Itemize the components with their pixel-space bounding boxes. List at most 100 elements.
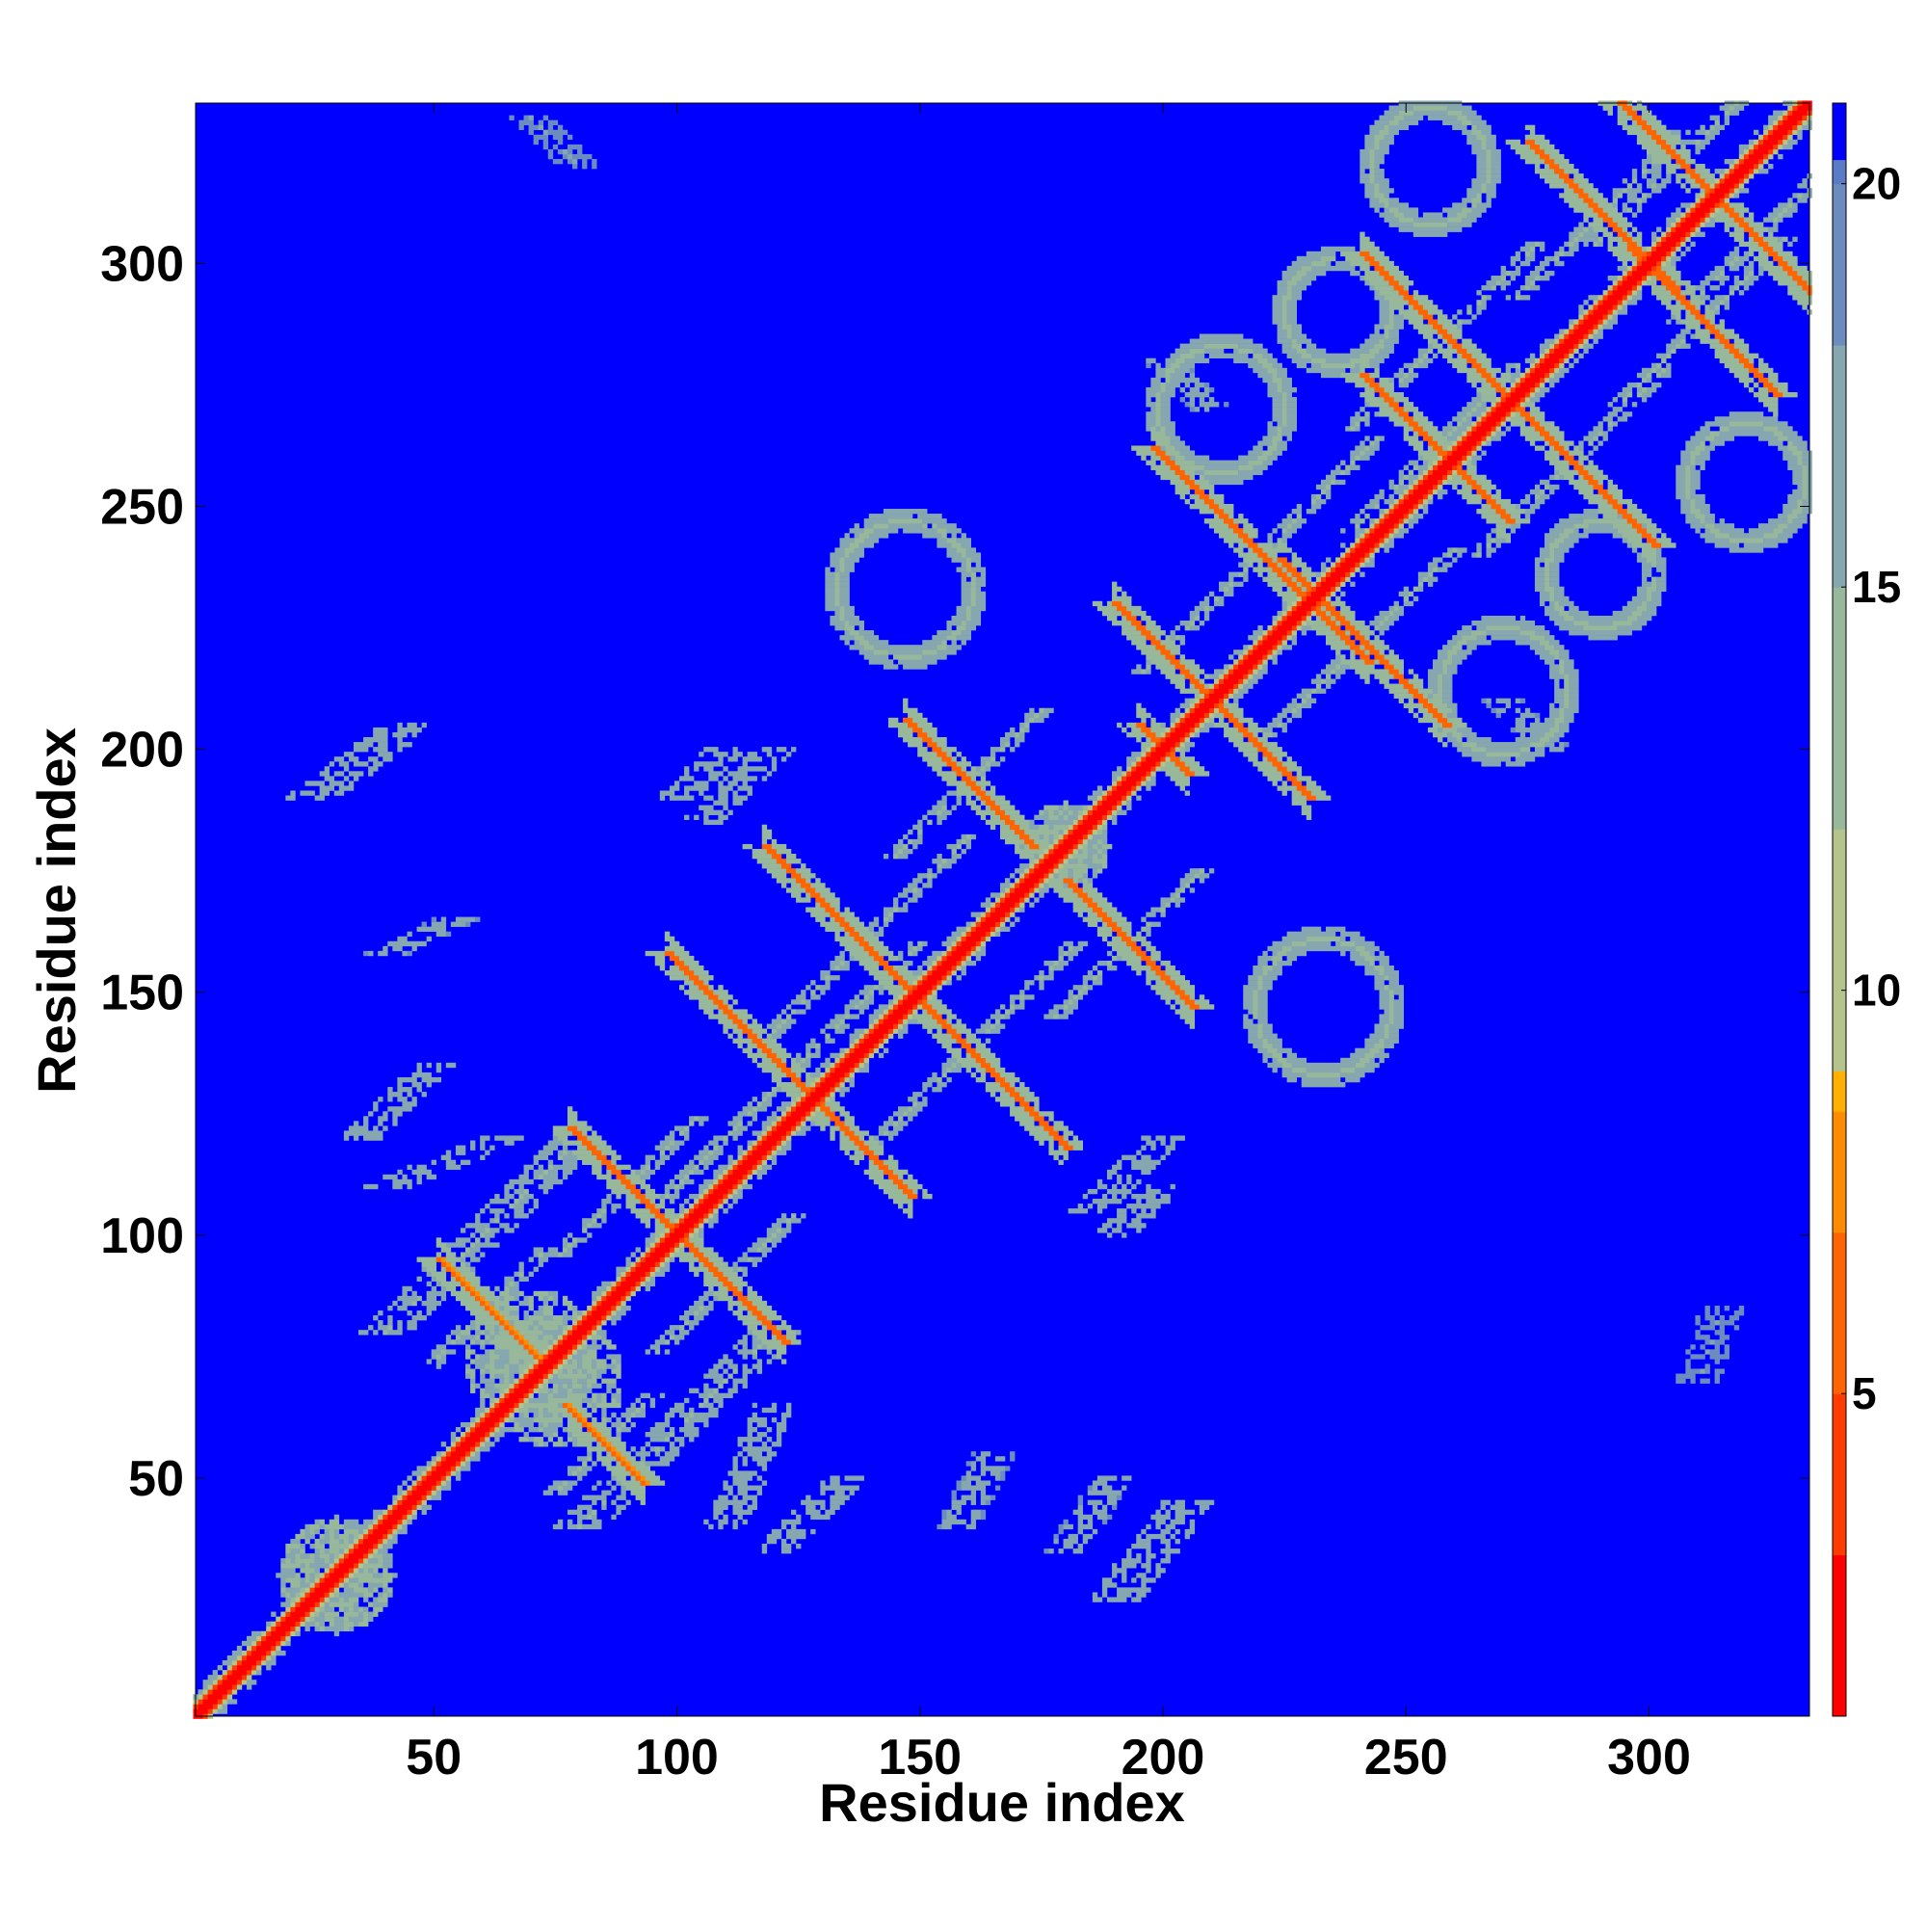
heatmap-cell [810,1087,816,1093]
heatmap-cell [732,790,738,796]
heatmap-cell [1495,712,1501,719]
heatmap-cell [699,1159,704,1165]
heatmap-cell [961,776,971,781]
heatmap-cell [771,843,787,850]
heatmap-cell [732,747,738,753]
heatmap-cell [431,1349,442,1355]
heatmap-cell [319,771,330,777]
heatmap-cell [363,1533,369,1540]
heatmap-cell [854,994,859,1000]
heatmap-cell [236,1684,243,1690]
heatmap-cell [980,1499,987,1505]
heatmap-cell [908,722,918,728]
heatmap-cell [761,1310,778,1316]
heatmap-cell [747,1416,768,1423]
heatmap-cell [834,1062,840,1069]
heatmap-cell [436,1276,447,1283]
heatmap-cell [1700,1368,1705,1374]
heatmap-cell [669,1193,680,1200]
heatmap-cell [985,800,996,806]
heatmap-cell [1286,635,1292,641]
heatmap-cell [1219,717,1225,724]
heatmap-cell [1122,625,1137,631]
heatmap-cell [1379,1057,1385,1064]
heatmap-cell [363,737,388,743]
heatmap-cell [825,1067,831,1073]
heatmap-cell [985,931,991,938]
heatmap-cell [780,1111,787,1117]
heatmap-cell [1335,674,1341,679]
heatmap-cell [985,1499,991,1505]
heatmap-cell [445,1159,457,1165]
heatmap-cell [509,1290,519,1297]
heatmap-cell [596,1363,607,1369]
heatmap-cell [222,1694,228,1700]
heatmap-cell [780,1087,802,1093]
heatmap-cell [499,1320,505,1326]
heatmap-cell [1350,654,1356,660]
heatmap-cell [941,640,947,646]
heatmap-cell [587,1330,593,1336]
heatmap-cell [557,1325,564,1331]
heatmap-cell [475,1421,481,1428]
heatmap-cell [664,1339,671,1345]
heatmap-cell [465,1305,486,1311]
heatmap-cell [542,1432,554,1438]
heatmap-cell [635,1261,641,1267]
heatmap-cell [416,1466,427,1471]
heatmap-cell [319,1626,325,1632]
heatmap-cell [343,1553,350,1559]
heatmap-cell [1072,1509,1084,1516]
heatmap-cell [348,1597,359,1602]
heatmap-cell [1306,785,1322,791]
heatmap-cell [1136,1150,1142,1155]
heatmap-cell [1146,731,1156,738]
heatmap-cell [994,1076,1006,1083]
heatmap-cell [956,625,966,631]
heatmap-cell [761,1121,773,1126]
heatmap-cell [946,635,957,641]
heatmap-cell [703,747,719,753]
heatmap-cell [226,1689,233,1695]
heatmap-cell [946,950,952,957]
heatmap-cell [679,1183,685,1190]
heatmap-cell [416,1174,422,1180]
heatmap-cell [577,1359,583,1364]
heatmap-cell [737,1023,748,1029]
heatmap-cell [1676,1378,1686,1384]
heatmap-cell [416,1504,422,1510]
heatmap-cell [582,1130,588,1136]
heatmap-cell [577,1475,583,1481]
heatmap-cell [343,1582,350,1588]
heatmap-cell [946,945,952,952]
heatmap-cell [319,1573,325,1578]
heatmap-cell [985,805,991,810]
heatmap-cell [358,1538,364,1545]
heatmap-cell [533,1359,539,1364]
heatmap-cell [450,1290,471,1297]
heatmap-cell [684,1232,690,1238]
heatmap-cell [805,1495,811,1500]
heatmap-cell [694,1154,704,1160]
heatmap-cell [854,955,875,962]
heatmap-cell [1335,649,1341,655]
heatmap-cell [776,1087,782,1093]
heatmap-cell [849,1052,864,1059]
heatmap-cell [1417,688,1434,694]
heatmap-cell [523,1335,539,1340]
heatmap-cell [970,1072,977,1078]
heatmap-cell [1101,921,1108,927]
heatmap-cell [994,1009,1001,1015]
heatmap-cell [951,970,957,976]
heatmap-cell [1019,1082,1025,1088]
heatmap-cell [1015,848,1044,855]
heatmap-cell [732,1475,752,1481]
heatmap-cell [922,883,933,888]
heatmap-cell [796,1101,802,1107]
heatmap-cell [1087,892,1103,898]
heatmap-cell [1457,649,1472,655]
heatmap-cell [854,1047,870,1054]
heatmap-cell [863,1028,870,1034]
heatmap-cell [908,1213,913,1219]
heatmap-cell [475,1339,481,1345]
